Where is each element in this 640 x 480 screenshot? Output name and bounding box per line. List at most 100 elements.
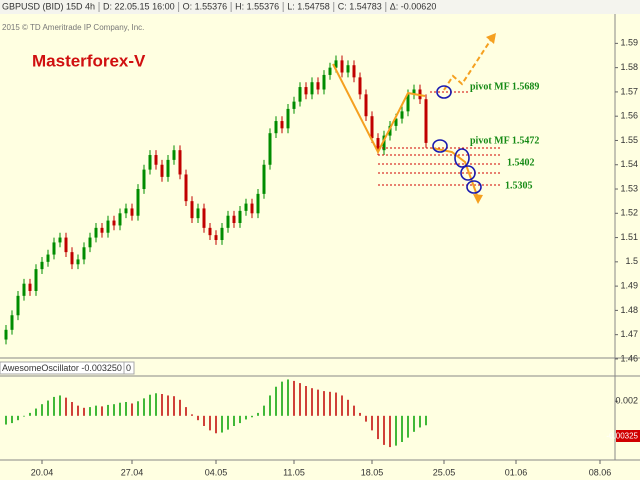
candle-body (214, 235, 218, 240)
y-tick-label: 1.54 (620, 159, 638, 169)
candle-body (340, 60, 344, 73)
candle-body (310, 82, 314, 95)
candle-body (82, 247, 86, 260)
candle-body (124, 208, 128, 214)
candle-body (58, 237, 62, 243)
candle-body (196, 208, 200, 219)
header-field: O: 1.55376 (183, 1, 228, 11)
candle-body (34, 269, 38, 291)
candle-body (118, 213, 122, 226)
x-tick-label: 08.06 (589, 467, 612, 477)
y-tick-label: 1.56 (620, 111, 638, 121)
y-tick-label: 1.49 (620, 280, 638, 290)
annotation: 1.5402 (507, 157, 535, 168)
marker-circle (454, 148, 470, 168)
y-tick-label: 1.47 (620, 329, 638, 339)
header-field: H: 1.55376 (235, 1, 279, 11)
candle-body (76, 259, 80, 265)
candle-body (220, 227, 224, 240)
candle-body (382, 135, 386, 151)
current-value: -0.00325 (606, 432, 638, 441)
candle-body (250, 203, 254, 214)
x-tick-label: 11.05 (283, 467, 305, 477)
candle-body (88, 237, 92, 248)
x-tick-label: 20.04 (31, 467, 54, 477)
candle-body (274, 121, 278, 134)
x-tick-label: 18.05 (361, 467, 384, 477)
candle-body (130, 208, 134, 216)
candle-body (376, 138, 380, 151)
candle-body (4, 329, 8, 340)
marker-circle (466, 180, 482, 194)
arrow-head (486, 33, 496, 44)
x-tick-label: 27.04 (121, 467, 144, 477)
candle-body (394, 118, 398, 126)
candle-body (28, 283, 32, 291)
candle-body (298, 87, 302, 102)
candle-body (406, 94, 410, 112)
candle-body (400, 111, 404, 119)
candle-body (388, 125, 392, 136)
annotation: pivot MF 1.5689 (470, 81, 539, 92)
wave-drawing (332, 33, 496, 204)
y-tick-label: 1.52 (620, 208, 638, 218)
candle-body (136, 189, 140, 216)
candle-body (412, 89, 416, 95)
candle-body (256, 193, 260, 214)
candle-body (40, 261, 44, 270)
markers (432, 85, 482, 194)
candle-body (22, 283, 26, 296)
x-tick-label: 04.05 (205, 467, 228, 477)
annotation-lines (378, 91, 500, 186)
header-field: Δ: -0.00620 (390, 1, 437, 11)
x-tick-label: 01.06 (505, 467, 528, 477)
candle-body (304, 87, 308, 95)
header: GBPUSD (BID) 15D 4h D: 22.05.15 16:00 O: 1… (2, 1, 436, 12)
marker-circle (436, 85, 452, 99)
chart-title: Masterforex-V (32, 51, 146, 70)
candle-body (46, 254, 50, 262)
candle-body (280, 121, 284, 129)
candle-body (346, 65, 350, 73)
candle-body (334, 60, 338, 68)
candle-body (370, 116, 374, 139)
y-tick-label: 1.53 (620, 183, 638, 193)
y-tick-label: 1.48 (620, 305, 638, 315)
candle-body (166, 159, 170, 177)
marker-circle (460, 165, 476, 181)
candle-body (142, 169, 146, 190)
candle-body (364, 94, 368, 117)
y-tick-label: 1.46 (620, 353, 638, 363)
candle-body (16, 295, 20, 316)
candle-body (94, 227, 98, 238)
y-tick-label: 1.58 (620, 62, 638, 72)
candle-body (262, 164, 266, 194)
candle-body (424, 99, 428, 143)
projection-dashed (443, 37, 493, 91)
y-tick-label: 0.002 (615, 396, 638, 406)
header-bar (0, 0, 640, 14)
candle-body (202, 208, 206, 228)
osc-tag: 0 (126, 363, 131, 373)
arrow-head (473, 194, 483, 204)
candle-body (208, 227, 212, 236)
y-tick-label: 1.51 (620, 232, 638, 242)
candle-body (226, 215, 230, 228)
osc-title: AwesomeOscillator -0.003250 (2, 363, 122, 373)
x-tick-label: 25.05 (433, 467, 456, 477)
candle-body (172, 150, 176, 160)
candle-body (52, 242, 56, 255)
projection (431, 147, 479, 199)
candle-body (100, 227, 104, 233)
candle-body (160, 164, 164, 177)
candle-body (316, 82, 320, 90)
y-tick-label: 1.5 (625, 256, 638, 266)
candle-body (112, 220, 116, 226)
y-tick-label: 1.55 (620, 135, 638, 145)
candle-body (148, 155, 152, 170)
candle-body (64, 237, 68, 253)
candle-body (328, 67, 332, 75)
candle-body (232, 215, 236, 224)
candle-body (154, 155, 158, 165)
